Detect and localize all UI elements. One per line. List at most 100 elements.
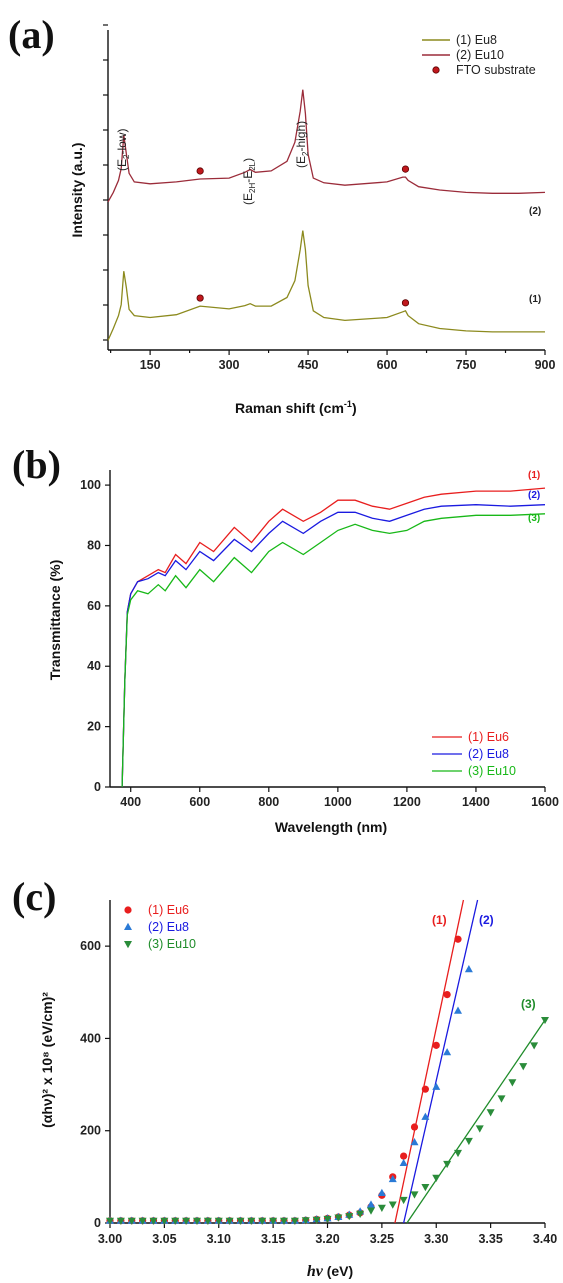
transmittance-y-tick-label: 40 <box>87 659 101 673</box>
tauc-legend-label: (2) Eu8 <box>148 920 189 934</box>
tauc-point <box>124 941 132 949</box>
tauc-point <box>432 1082 441 1090</box>
tauc-point <box>497 1095 506 1103</box>
fto-marker <box>401 165 410 173</box>
tauc-point <box>399 1196 408 1205</box>
fto-marker <box>196 294 204 302</box>
transmittance-series-line-1 <box>121 487 546 788</box>
transmittance-axes: 0 20 40 60 80 100 400 600 800 1000 1200 1400 1600 <box>80 470 559 809</box>
tauc-point <box>193 1217 201 1225</box>
transmittance-curve-label: (1) <box>528 470 540 481</box>
tauc-legend-label: (1) Eu6 <box>148 903 189 917</box>
transmittance-series-line-2 <box>121 504 546 788</box>
tauc-legend-label: (3) Eu10 <box>148 937 196 951</box>
tauc-point <box>127 1217 136 1225</box>
tauc-point <box>486 1109 495 1117</box>
tauc-point <box>116 1217 125 1225</box>
tauc-point <box>410 1191 419 1199</box>
transmittance-x-tick-label: 400 <box>120 795 141 809</box>
fto-marker <box>401 299 410 307</box>
transmittance-x-tick-label: 1600 <box>531 795 559 809</box>
tauc-x-tick-label: 3.10 <box>207 1232 231 1246</box>
tauc-point <box>323 1215 332 1224</box>
tauc-point <box>388 1201 397 1209</box>
tauc-point <box>203 1217 212 1225</box>
transmittance-x-axis-title: Wavelength (nm) <box>275 819 387 835</box>
raman-series-line-1 <box>107 230 545 341</box>
tauc-point <box>312 1216 321 1224</box>
tauc-y-axis-title: (αhν)² x 10⁸ (eV/cm)² <box>39 992 55 1128</box>
raman-x-tick-label: 150 <box>140 358 161 372</box>
tauc-point <box>334 1214 343 1222</box>
curve-label-2: (2) <box>529 206 541 217</box>
tauc-point <box>410 1138 419 1146</box>
tauc-x-tick-label: 3.35 <box>478 1232 502 1246</box>
transmittance-y-tick-label: 60 <box>87 599 101 613</box>
transmittance-x-tick-label: 1000 <box>324 795 352 809</box>
transmittance-series-line-3 <box>121 513 546 788</box>
tauc-point <box>301 1217 310 1225</box>
peak-annotation: (E2-low) <box>115 129 131 171</box>
transmittance-y-tick-label: 80 <box>87 538 101 552</box>
transmittance-x-tick-label: 1200 <box>393 795 421 809</box>
tauc-point <box>421 1112 430 1120</box>
tauc-point <box>149 1217 158 1225</box>
transmittance-legend-label: (3) Eu10 <box>468 764 516 778</box>
tauc-point <box>388 1174 397 1183</box>
tauc-point <box>432 1174 441 1182</box>
tauc-point <box>171 1217 180 1225</box>
tauc-point <box>399 1158 408 1167</box>
legend-label: FTO substrate <box>456 63 536 77</box>
tauc-chart: 0 200 400 600 3.00 3.05 3.10 3.15 3.20 3.25 3.30 3.… <box>39 899 557 1280</box>
tauc-point <box>464 965 473 973</box>
transmittance-x-tick-label: 600 <box>189 795 210 809</box>
raman-y-axis-title: Intensity (a.u.) <box>69 143 85 238</box>
tauc-x-axis-title: hν (eV) <box>307 1263 353 1280</box>
tauc-axes: 0 200 400 600 3.00 3.05 3.10 3.15 3.20 3.25 3.30 3.… <box>80 900 557 1246</box>
tauc-point <box>519 1063 528 1071</box>
tauc-point <box>236 1217 245 1225</box>
legend-swatch-fto <box>432 66 440 74</box>
tauc-point <box>280 1217 288 1225</box>
raman-chart: 150 300 450 600 750 900 (E2-low)(E2H-E2L) (E2-… <box>69 24 555 416</box>
tauc-point <box>138 1217 147 1225</box>
tauc-curve-label: (1) <box>432 913 447 927</box>
tauc-point <box>367 1207 375 1215</box>
tauc-point <box>269 1217 278 1225</box>
peak-annotation: (E2H-E2L) <box>241 158 257 205</box>
tauc-point <box>258 1217 267 1225</box>
raman-x-tick-label: 600 <box>377 358 398 372</box>
transmittance-y-axis-title: Transmittance (%) <box>47 560 63 681</box>
legend-label: (1) Eu8 <box>456 33 497 47</box>
tauc-point <box>247 1217 256 1225</box>
tauc-point <box>464 1137 473 1146</box>
tauc-point <box>475 1125 484 1133</box>
tauc-point <box>377 1204 386 1212</box>
tauc-x-tick-label: 3.40 <box>533 1232 557 1246</box>
tauc-x-tick-label: 3.20 <box>315 1232 339 1246</box>
panel-b-label: (b) <box>12 442 61 487</box>
tauc-point <box>432 1041 440 1049</box>
tauc-point <box>160 1217 169 1225</box>
tauc-point <box>377 1188 386 1197</box>
raman-series-line-2 <box>107 89 546 203</box>
tauc-point <box>367 1200 375 1208</box>
transmittance-chart: 0 20 40 60 80 100 400 600 800 1000 1200 1400 1600 (1… <box>47 470 559 835</box>
legend-label: (2) Eu10 <box>456 48 504 62</box>
transmittance-legend: (1) Eu6 (2) Eu8 (3) Eu10 <box>432 730 516 778</box>
tauc-curve-label: (3) <box>521 997 536 1011</box>
tauc-point <box>106 1217 114 1225</box>
tauc-y-tick-label: 400 <box>80 1031 101 1045</box>
tauc-x-tick-label: 3.30 <box>424 1232 448 1246</box>
tauc-point <box>454 1006 462 1014</box>
tauc-x-tick-label: 3.25 <box>370 1232 394 1246</box>
tauc-point <box>541 1016 549 1025</box>
tauc-point <box>214 1217 223 1225</box>
tauc-point <box>124 906 132 914</box>
tauc-x-tick-label: 3.05 <box>152 1232 176 1246</box>
tauc-point <box>124 922 132 930</box>
transmittance-series: (1) (2) (3) <box>121 470 546 788</box>
tauc-point <box>356 1210 365 1218</box>
